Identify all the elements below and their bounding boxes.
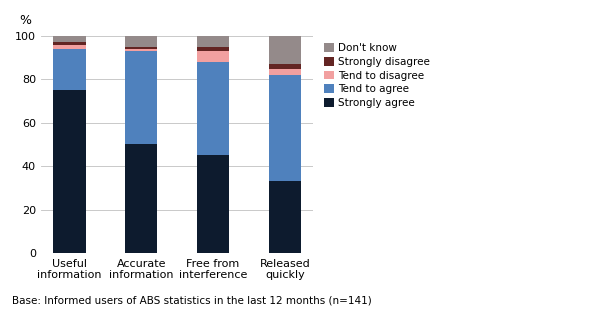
Bar: [269, 36, 301, 64]
Bar: [53, 90, 86, 253]
Bar: [125, 36, 157, 47]
Legend: Don't know, Strongly disagree, Tend to disagree, Tend to agree, Strongly agree: Don't know, Strongly disagree, Tend to d…: [321, 41, 432, 110]
Bar: [125, 47, 157, 49]
Bar: [197, 155, 229, 253]
Bar: [269, 69, 301, 75]
Bar: [53, 42, 86, 44]
Bar: [197, 47, 229, 51]
Bar: [53, 44, 86, 49]
Bar: [53, 36, 86, 42]
Bar: [269, 75, 301, 181]
Bar: [197, 36, 229, 47]
Bar: [269, 64, 301, 69]
Bar: [197, 62, 229, 155]
Bar: [197, 51, 229, 62]
Bar: [53, 49, 86, 90]
Text: Base: Informed users of ABS statistics in the last 12 months (n=141): Base: Informed users of ABS statistics i…: [12, 296, 372, 306]
Bar: [125, 49, 157, 51]
Bar: [269, 181, 301, 253]
Text: %: %: [19, 14, 31, 27]
Bar: [125, 144, 157, 253]
Bar: [125, 51, 157, 144]
